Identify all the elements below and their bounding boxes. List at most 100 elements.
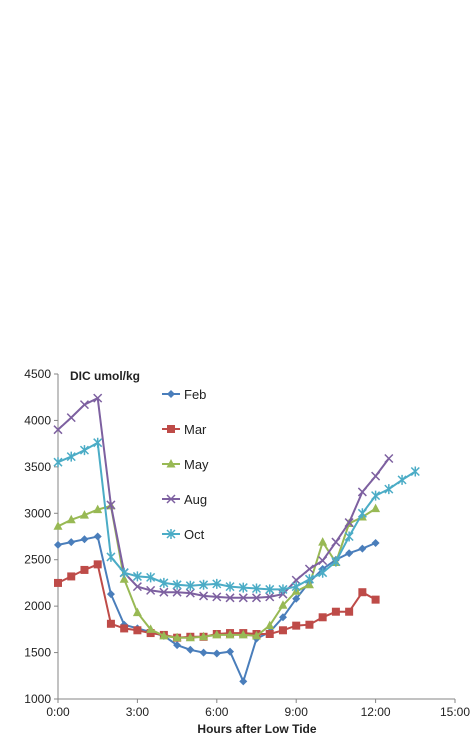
data-point bbox=[225, 629, 235, 639]
data-point bbox=[331, 556, 341, 567]
data-point bbox=[54, 540, 62, 549]
data-point bbox=[67, 572, 76, 581]
data-point bbox=[291, 581, 301, 592]
data-point bbox=[93, 393, 103, 403]
data-point bbox=[79, 400, 89, 410]
data-point bbox=[278, 613, 287, 622]
data-point bbox=[66, 514, 76, 524]
legend-item-mar: Mar bbox=[162, 422, 207, 437]
data-point bbox=[384, 453, 394, 464]
series-layer bbox=[53, 393, 420, 686]
data-point bbox=[93, 560, 102, 569]
data-point bbox=[238, 629, 248, 639]
data-point bbox=[79, 510, 89, 519]
data-point bbox=[212, 578, 222, 589]
legend-label: Mar bbox=[184, 422, 207, 437]
series-line-oct bbox=[57, 441, 416, 591]
data-point bbox=[199, 648, 208, 657]
data-point bbox=[80, 535, 89, 544]
data-point bbox=[159, 630, 169, 640]
x-tick-label: 9:00 bbox=[285, 705, 309, 719]
data-point bbox=[345, 549, 354, 558]
data-point bbox=[265, 584, 275, 595]
data-point bbox=[185, 632, 195, 642]
data-point bbox=[251, 593, 262, 603]
data-point bbox=[67, 538, 76, 547]
legend-label: Feb bbox=[184, 387, 206, 402]
data-point bbox=[146, 624, 156, 633]
data-point bbox=[106, 551, 116, 562]
data-point bbox=[119, 574, 129, 583]
data-point bbox=[173, 641, 182, 650]
series-mar bbox=[54, 560, 380, 642]
data-point bbox=[410, 466, 420, 477]
series-oct bbox=[53, 437, 420, 595]
y-tick-label: 1500 bbox=[24, 646, 51, 660]
data-point bbox=[185, 580, 195, 591]
data-point bbox=[146, 585, 156, 595]
data-point bbox=[119, 567, 129, 578]
data-point bbox=[66, 413, 76, 423]
x-tick-label: 3:00 bbox=[126, 705, 150, 719]
data-point bbox=[132, 571, 142, 582]
data-point bbox=[331, 537, 341, 547]
x-tick-label: 12:00 bbox=[361, 705, 391, 719]
data-point bbox=[318, 556, 328, 566]
data-point bbox=[305, 620, 314, 629]
data-point bbox=[212, 649, 221, 658]
legend-marker bbox=[166, 529, 176, 539]
data-point bbox=[226, 647, 235, 656]
data-point bbox=[265, 630, 274, 638]
data-point bbox=[318, 537, 328, 546]
x-tick-label: 6:00 bbox=[205, 705, 229, 719]
data-point bbox=[106, 500, 116, 510]
data-point bbox=[93, 437, 103, 448]
data-point bbox=[265, 620, 275, 630]
data-point bbox=[54, 578, 62, 587]
y-tick-label: 2500 bbox=[24, 553, 51, 567]
data-point bbox=[345, 607, 354, 616]
data-point bbox=[304, 574, 314, 585]
data-point bbox=[331, 607, 340, 616]
data-point bbox=[199, 579, 209, 590]
data-point bbox=[252, 630, 261, 640]
data-point bbox=[291, 575, 301, 585]
data-point bbox=[371, 539, 380, 547]
legend-label: Aug bbox=[184, 492, 207, 507]
data-point bbox=[66, 451, 76, 462]
data-point bbox=[384, 484, 394, 495]
data-point bbox=[172, 587, 182, 597]
data-point bbox=[132, 582, 142, 592]
data-point bbox=[106, 590, 115, 599]
y-tick-label: 4500 bbox=[24, 367, 51, 381]
data-point bbox=[186, 645, 195, 654]
data-point bbox=[106, 619, 115, 628]
data-point bbox=[357, 508, 367, 519]
legend-item-may: May bbox=[162, 457, 209, 472]
data-point bbox=[278, 626, 287, 635]
data-point bbox=[292, 621, 301, 630]
data-point bbox=[53, 457, 63, 468]
legend-marker bbox=[167, 390, 175, 398]
series-line-feb bbox=[57, 535, 376, 685]
data-point bbox=[146, 629, 155, 638]
data-point bbox=[199, 591, 209, 601]
data-point bbox=[212, 592, 222, 602]
data-point bbox=[239, 677, 248, 686]
data-point bbox=[80, 565, 89, 574]
data-point bbox=[79, 445, 89, 456]
data-point bbox=[132, 607, 142, 617]
data-point bbox=[159, 587, 169, 597]
data-point bbox=[344, 518, 354, 528]
legend-label: Oct bbox=[184, 527, 205, 542]
x-tick-label: 15:00 bbox=[440, 705, 470, 719]
data-point bbox=[53, 521, 63, 530]
data-point bbox=[278, 600, 288, 609]
legend: Feb Mar May Aug Oct bbox=[162, 387, 209, 542]
y-tick-label: 3000 bbox=[24, 506, 51, 520]
data-point bbox=[371, 595, 380, 604]
series-line-aug bbox=[57, 396, 390, 599]
data-point bbox=[146, 572, 156, 583]
data-point bbox=[371, 503, 381, 513]
